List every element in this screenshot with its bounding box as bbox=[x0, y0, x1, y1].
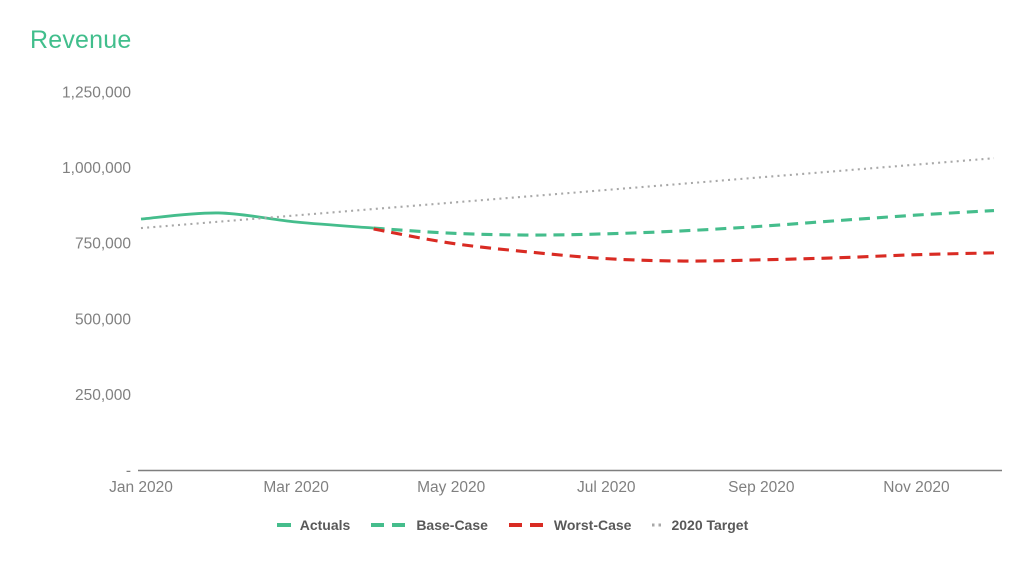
target-line-swatch-icon bbox=[652, 523, 663, 527]
y-tick-label: 1,000,000 bbox=[62, 160, 131, 177]
series-line-2020-target bbox=[140, 157, 995, 230]
legend-label-actuals: Actuals bbox=[299, 517, 351, 533]
y-tick-label: 250,000 bbox=[75, 387, 131, 404]
x-tick-label: May 2020 bbox=[417, 479, 485, 496]
series-line-worst-case bbox=[373, 227, 995, 263]
revenue-line-chart: 1,250,000 1,000,000 750,000 500,000 250,000 -… bbox=[62, 85, 1002, 496]
x-tick-label: Sep 2020 bbox=[728, 479, 795, 496]
series-line-actuals bbox=[140, 211, 374, 230]
legend-label-worst-case: Worst-Case bbox=[553, 517, 632, 533]
actuals-line-swatch-icon bbox=[276, 523, 291, 527]
worst-case-line-swatch-icon bbox=[508, 523, 544, 527]
chart-legend: Actuals Base-Case Worst-Case 2020 Target bbox=[0, 508, 1024, 542]
x-tick-label: Nov 2020 bbox=[883, 479, 950, 496]
x-tick-label: Jan 2020 bbox=[109, 479, 173, 496]
x-tick-label: Mar 2020 bbox=[263, 479, 329, 496]
legend-item-worst-case[interactable]: Worst-Case bbox=[508, 517, 632, 533]
base-case-line-swatch-icon bbox=[371, 523, 407, 527]
y-tick-label: - bbox=[126, 463, 131, 480]
y-tick-label: 1,250,000 bbox=[62, 85, 131, 102]
legend-item-actuals[interactable]: Actuals bbox=[276, 517, 351, 533]
series-line-base-case bbox=[373, 208, 995, 237]
y-tick-label: 500,000 bbox=[75, 311, 131, 328]
legend-item-base-case[interactable]: Base-Case bbox=[370, 517, 488, 533]
x-tick-label: Jul 2020 bbox=[577, 479, 636, 496]
chart-title: Revenue bbox=[30, 26, 132, 54]
legend-label-2020-target: 2020 Target bbox=[671, 517, 749, 533]
legend-label-base-case: Base-Case bbox=[416, 517, 488, 533]
y-tick-label: 750,000 bbox=[75, 236, 131, 253]
legend-item-2020-target[interactable]: 2020 Target bbox=[651, 517, 748, 533]
